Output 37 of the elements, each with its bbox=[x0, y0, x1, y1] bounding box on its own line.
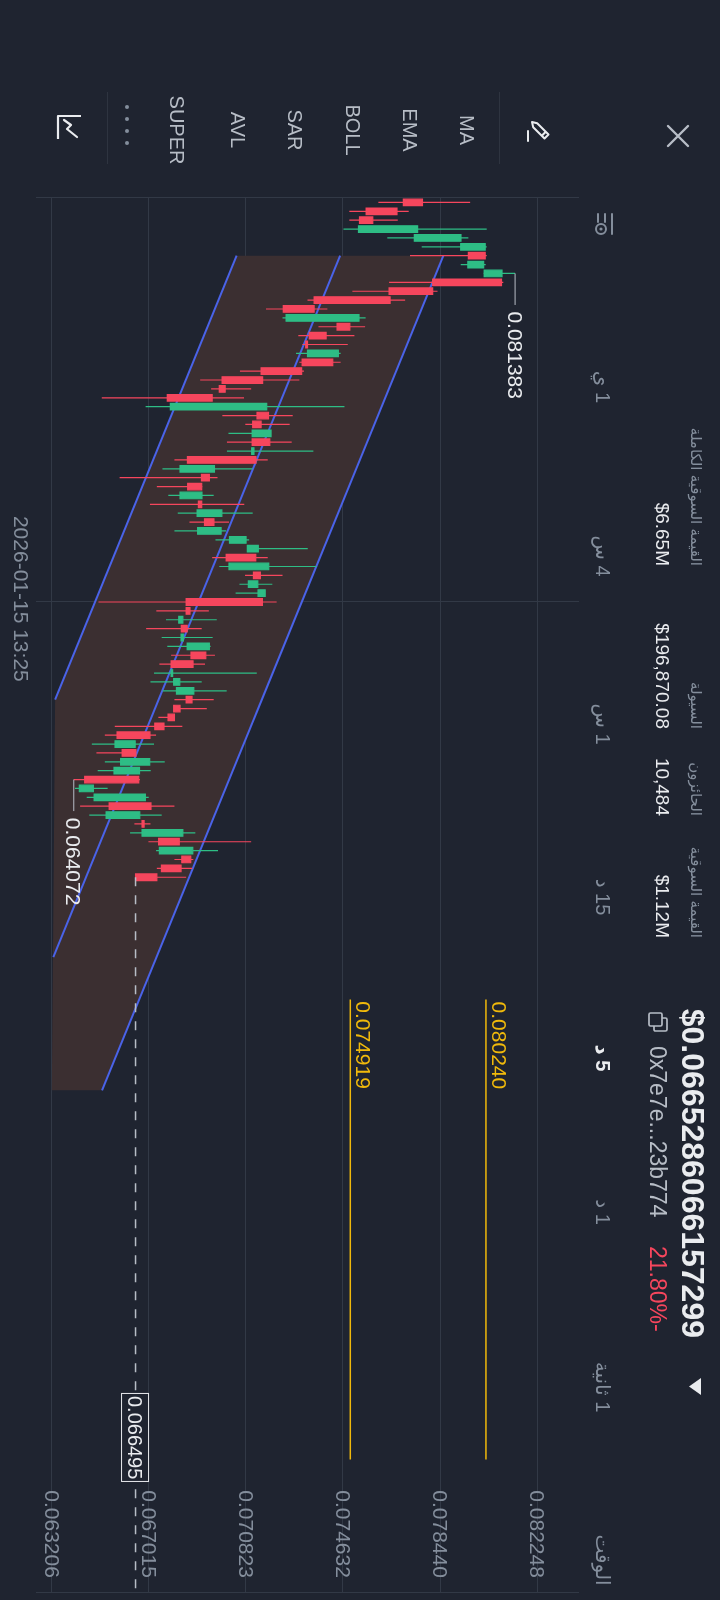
text: $196,870.08 bbox=[651, 623, 673, 729]
text: EMA bbox=[397, 108, 421, 152]
y-tick-label: 2026-01-15 13:25 bbox=[10, 515, 33, 682]
text: القيمة السوقية bbox=[687, 846, 705, 938]
annotation: 0.064072 bbox=[62, 817, 86, 906]
text: $0.0665286066157299 bbox=[674, 1008, 712, 1338]
x-tick-label: 0.067015 bbox=[137, 1490, 161, 1578]
text: القيمة السوقية الكاملة bbox=[687, 427, 705, 566]
text: 21.80%- bbox=[644, 1246, 672, 1332]
x-tick-label: 0.063206 bbox=[40, 1490, 64, 1578]
text: 5 د bbox=[590, 1044, 614, 1072]
text: SAR bbox=[282, 109, 306, 151]
ref-line-label: 0.066495 bbox=[124, 1395, 147, 1480]
ref-line-label: 0.080240 bbox=[487, 1001, 511, 1090]
text: 1 ي bbox=[590, 370, 614, 404]
text: $1.12M bbox=[651, 874, 673, 938]
text: BOLL bbox=[340, 104, 364, 156]
text: 10,484 bbox=[651, 757, 673, 816]
text: 1 د bbox=[590, 1199, 614, 1225]
x-tick-label: 0.070823 bbox=[235, 1490, 259, 1578]
text: AVL bbox=[225, 111, 249, 149]
text: MA bbox=[454, 115, 478, 145]
x-tick-label: 0.074632 bbox=[332, 1490, 356, 1578]
text: 4 س bbox=[590, 535, 614, 577]
text: 0x7e7e...23b774 bbox=[644, 1046, 672, 1218]
x-tick-label: 0.082248 bbox=[526, 1490, 550, 1578]
annotation: 0.081383 bbox=[503, 311, 527, 399]
ref-line-label: 0.074919 bbox=[351, 1001, 375, 1089]
text: الحائزون bbox=[687, 762, 705, 816]
text: 1 ثانية bbox=[590, 1361, 614, 1413]
text: 1 س bbox=[590, 703, 614, 745]
text: الوقت bbox=[590, 1534, 614, 1586]
text: 15 د bbox=[590, 878, 614, 916]
x-tick-label: 0.078440 bbox=[429, 1490, 453, 1578]
text: السيولة bbox=[687, 681, 705, 729]
text: SUPER bbox=[164, 95, 188, 165]
text: $6.65M bbox=[651, 502, 673, 566]
